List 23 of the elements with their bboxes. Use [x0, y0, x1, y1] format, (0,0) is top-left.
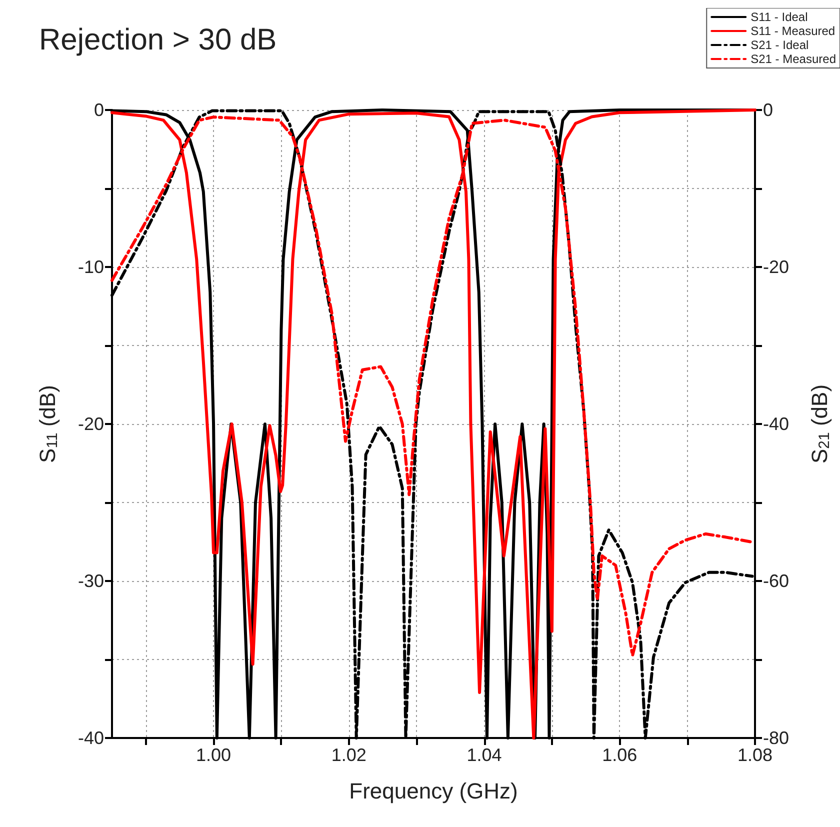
x-tick-label: 1.08 — [737, 745, 773, 765]
legend-label: S21 - Ideal — [750, 38, 809, 52]
legend-label: S11 - Ideal — [750, 10, 808, 24]
y2-tick-label: -20 — [763, 257, 790, 277]
x-tick-label: 1.04 — [466, 745, 502, 765]
y2-tick-label: 0 — [763, 100, 774, 120]
y-tick-label: 0 — [94, 100, 104, 120]
y2-axis-title: S21 (dB) — [807, 384, 833, 464]
x-tick-label: 1.06 — [602, 745, 638, 765]
y-tick-label: -30 — [78, 571, 104, 591]
y-axis-title: S11 (dB) — [35, 385, 61, 463]
y-tick-label: -20 — [78, 414, 104, 434]
legend-label: S21 - Measured — [750, 52, 836, 66]
y2-tick-label: -60 — [763, 571, 790, 591]
y-tick-label: -10 — [78, 257, 104, 277]
x-tick-label: 1.02 — [331, 745, 366, 765]
y-tick-label: -40 — [78, 728, 104, 748]
y2-tick-label: -80 — [763, 728, 790, 748]
y2-tick-label: -40 — [763, 414, 790, 434]
x-tick-label: 1.00 — [196, 745, 232, 765]
chart-title: Rejection > 30 dB — [39, 24, 277, 56]
legend-label: S11 - Measured — [750, 24, 836, 38]
x-axis-title: Frequency (GHz) — [349, 778, 518, 804]
